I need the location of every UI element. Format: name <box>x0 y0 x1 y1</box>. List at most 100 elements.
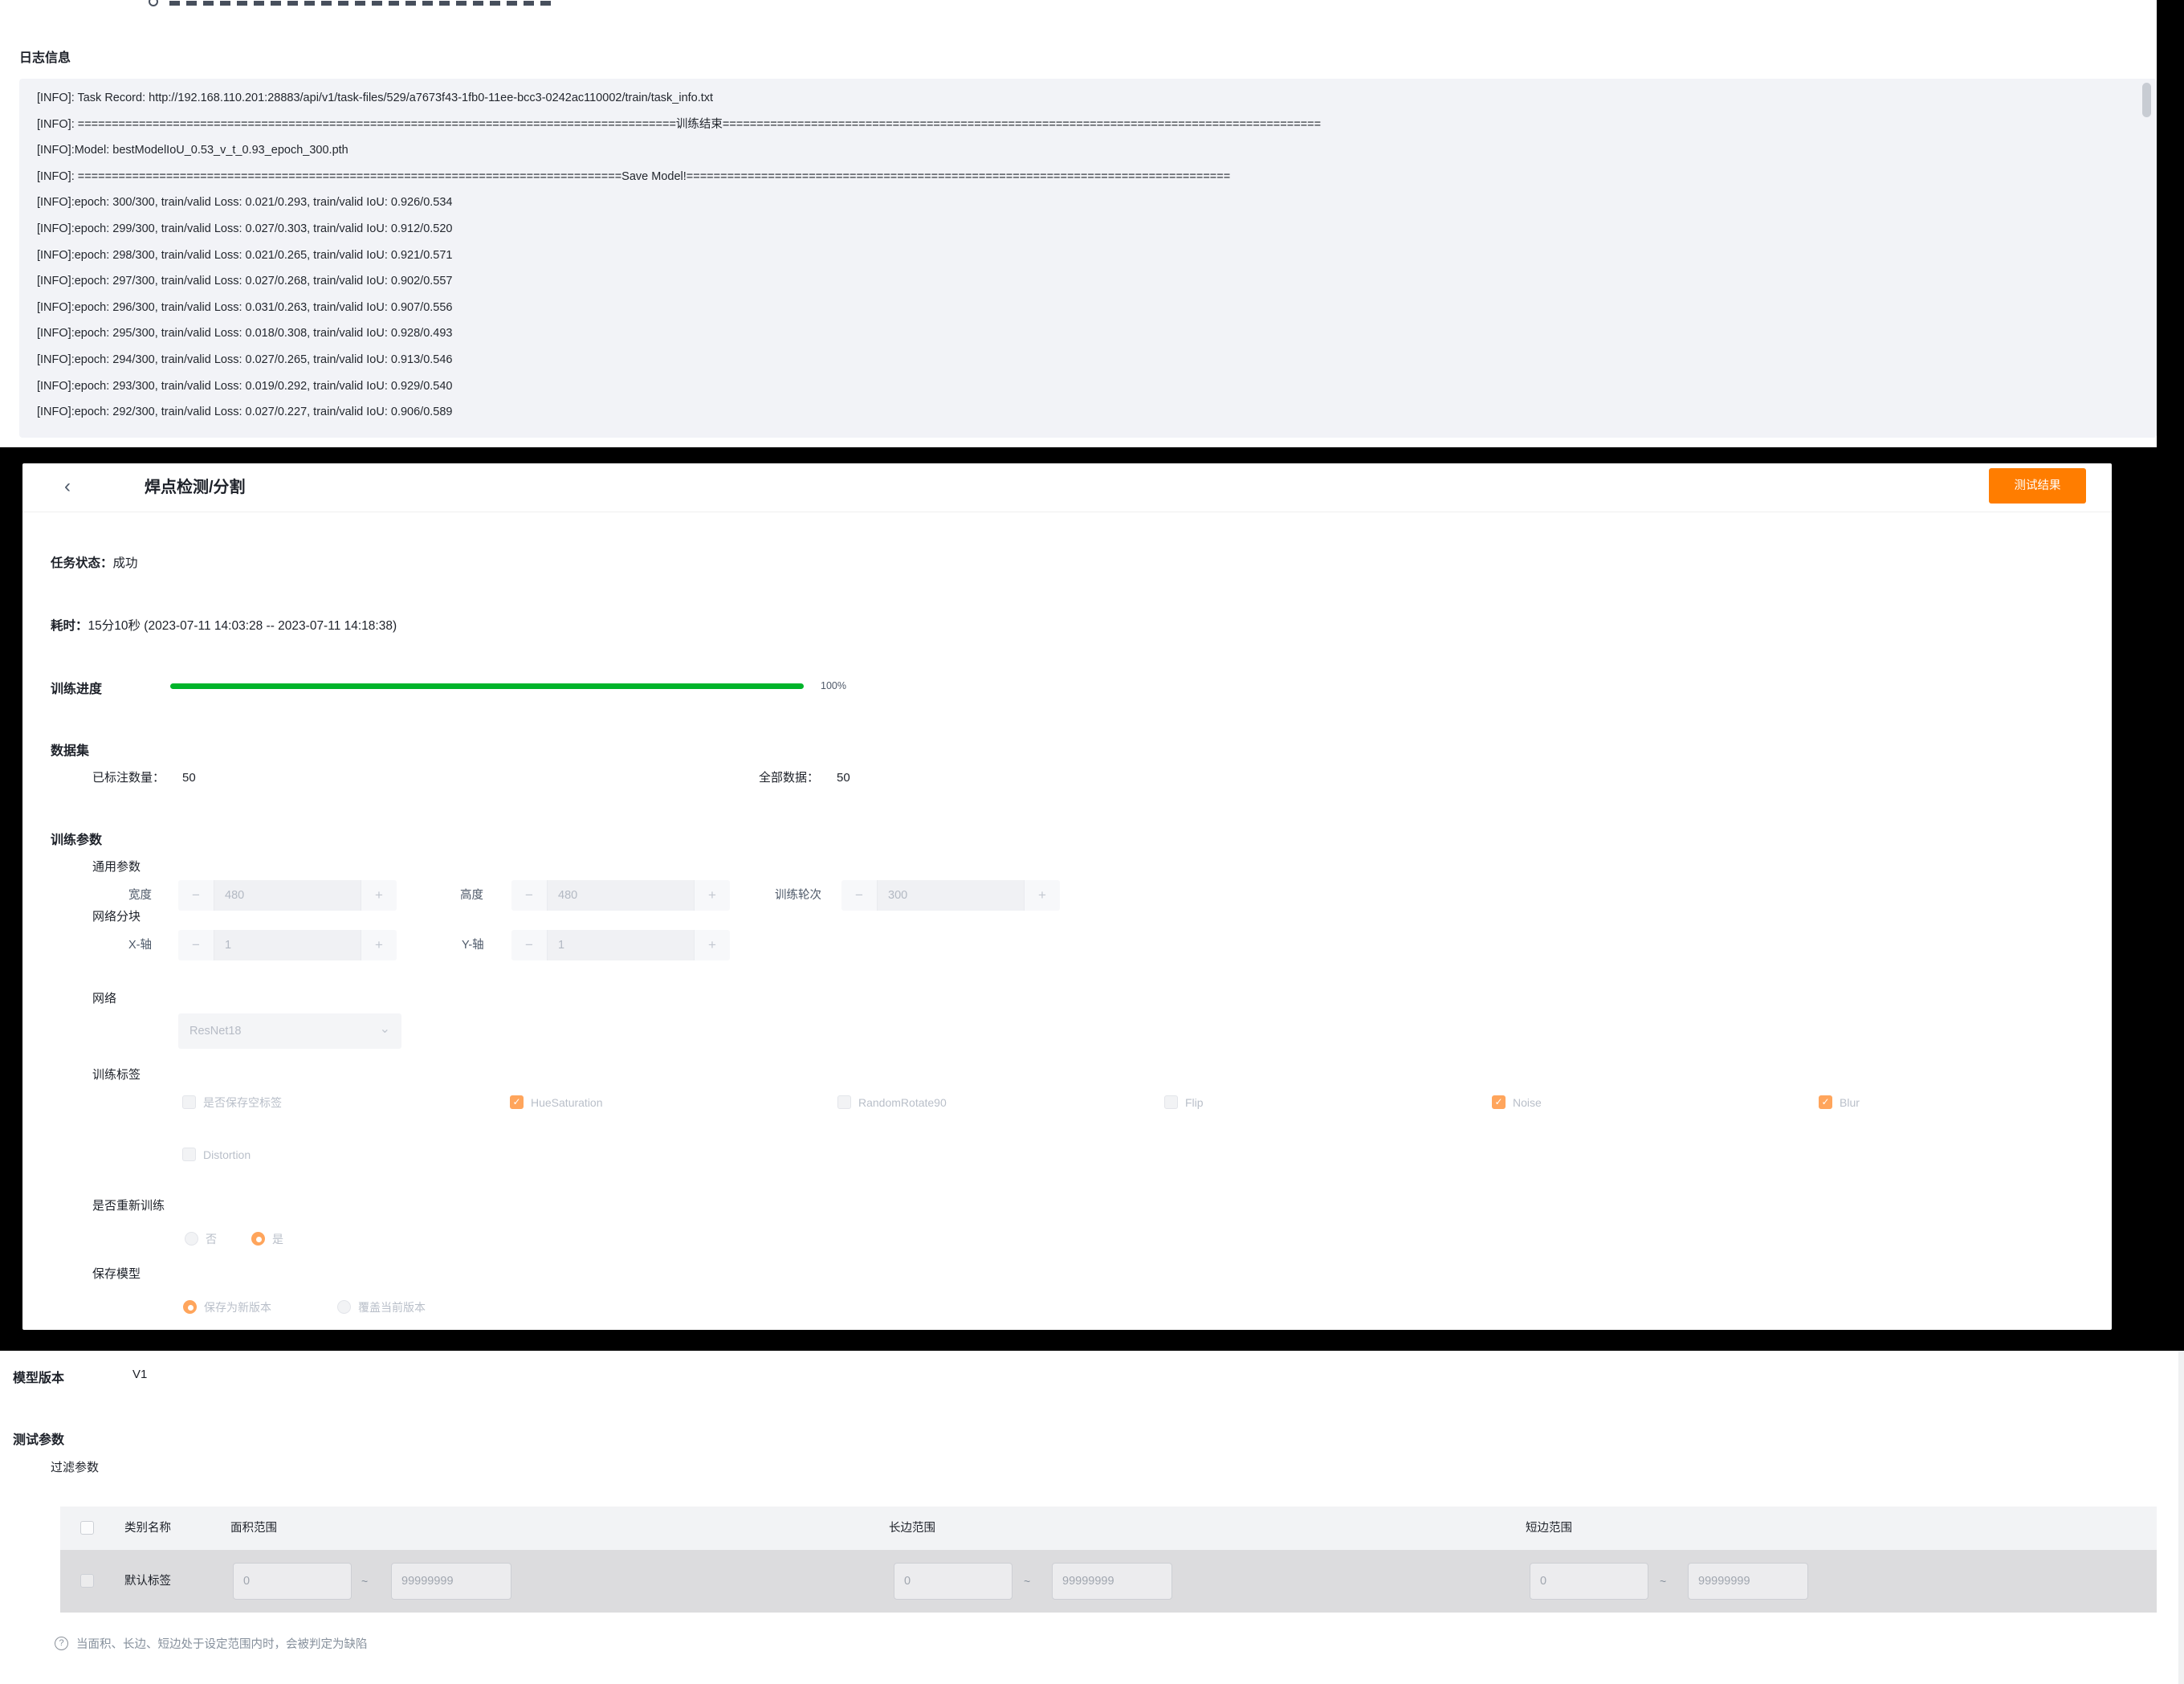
model-version-value: V1 <box>132 1368 148 1381</box>
network-select[interactable]: ResNet18 ⌄ <box>178 1013 401 1049</box>
task-status-label: 任务状态： <box>51 557 113 570</box>
long-side-max-input[interactable]: 99999999 <box>1052 1563 1172 1600</box>
radio-retrain-yes[interactable]: 是 <box>251 1232 283 1246</box>
short-side-max-input[interactable]: 99999999 <box>1688 1563 1808 1600</box>
minus-icon[interactable]: − <box>855 887 863 903</box>
checkbox-noise[interactable]: ✓ Noise <box>1492 1095 1542 1109</box>
log-line: [INFO]:epoch: 295/300, train/valid Loss:… <box>37 327 453 340</box>
checkbox-label: HueSaturation <box>531 1095 603 1109</box>
dataset-labeled-stat: 已标注数量： 50 <box>92 769 196 785</box>
checkbox-label: Noise <box>1513 1095 1542 1109</box>
epochs-stepper: − 300 + <box>841 880 1060 911</box>
plus-icon[interactable]: + <box>375 937 383 952</box>
labeled-count-value: 50 <box>182 771 196 785</box>
plus-icon[interactable]: + <box>708 937 716 952</box>
log-line: [INFO]:epoch: 299/300, train/valid Loss:… <box>37 222 453 235</box>
checkbox-checked-icon[interactable]: ✓ <box>510 1095 524 1109</box>
x-axis-field-label: X-轴 <box>128 939 152 952</box>
checkbox-checked-icon[interactable]: ✓ <box>1492 1095 1506 1109</box>
partition-params-title: 网络分块 <box>92 910 141 924</box>
log-line: [INFO]:epoch: 293/300, train/valid Loss:… <box>37 379 453 393</box>
y-axis-input[interactable]: 1 <box>547 930 695 960</box>
table-header-row: 类别名称 面积范围 长边范围 短边范围 <box>60 1507 2157 1550</box>
log-line: [INFO]:epoch: 292/300, train/valid Loss:… <box>37 406 453 419</box>
select-all-checkbox[interactable] <box>80 1521 94 1535</box>
checkbox-huesaturation[interactable]: ✓ HueSaturation <box>510 1095 603 1109</box>
test-results-button[interactable]: 测试结果 <box>1989 468 2086 504</box>
checkbox-blur[interactable]: ✓ Blur <box>1819 1095 1860 1109</box>
checkbox-label: Flip <box>1185 1095 1204 1109</box>
radio-label: 保存为新版本 <box>204 1300 271 1314</box>
width-stepper: − 480 + <box>178 880 397 911</box>
log-scrollbar-thumb[interactable] <box>2142 83 2151 117</box>
area-max-input[interactable]: 99999999 <box>391 1563 511 1600</box>
log-line: [INFO]:epoch: 298/300, train/valid Loss:… <box>37 248 453 262</box>
progress-percent: 100% <box>821 680 846 691</box>
range-tilde: ~ <box>1660 1575 1667 1588</box>
x-axis-input[interactable]: 1 <box>214 930 361 960</box>
checkbox-icon[interactable] <box>182 1095 196 1109</box>
radio-icon[interactable] <box>185 1232 198 1246</box>
checkbox-flip[interactable]: Flip <box>1164 1095 1204 1109</box>
checkbox-checked-icon[interactable]: ✓ <box>1819 1095 1832 1109</box>
help-icon: ? <box>55 1637 68 1650</box>
log-section-title: 日志信息 <box>19 51 71 65</box>
checkbox-save-empty-label[interactable]: 是否保存空标签 <box>182 1095 282 1109</box>
radio-label: 覆盖当前版本 <box>358 1300 426 1314</box>
radio-icon[interactable] <box>337 1300 351 1314</box>
back-button[interactable]: ‹ <box>64 475 71 497</box>
test-params-title: 测试参数 <box>13 1433 65 1447</box>
area-min-input[interactable]: 0 <box>233 1563 352 1600</box>
duration-value: 15分10秒 (2023-07-11 14:03:28 -- 2023-07-1… <box>88 619 397 633</box>
progress-label: 训练进度 <box>51 683 103 696</box>
log-lines: [INFO]: Task Record: http://192.168.110.… <box>19 79 2157 426</box>
page-scrollbar[interactable] <box>2178 1351 2184 1684</box>
dataset-title: 数据集 <box>51 744 90 758</box>
x-axis-stepper: − 1 + <box>178 930 397 960</box>
checkbox-icon[interactable] <box>182 1148 196 1161</box>
general-params-title: 通用参数 <box>92 860 141 874</box>
minus-icon[interactable]: − <box>525 887 533 903</box>
task-title: 焊点检测/分割 <box>145 479 246 496</box>
width-input[interactable]: 480 <box>214 880 361 911</box>
filter-params-title: 过滤参数 <box>51 1461 100 1474</box>
column-header-area: 面积范围 <box>230 1522 277 1535</box>
checkbox-distortion[interactable]: Distortion <box>182 1148 251 1161</box>
test-params-section: 模型版本 V1 测试参数 过滤参数 类别名称 面积范围 长边范围 短边范围 默认… <box>0 1351 2178 1684</box>
log-line: [INFO]:epoch: 296/300, train/valid Loss:… <box>37 300 453 314</box>
checkbox-icon[interactable] <box>1164 1095 1178 1109</box>
checkbox-randomrotate90[interactable]: RandomRotate90 <box>837 1095 947 1109</box>
retrain-title: 是否重新训练 <box>92 1199 165 1213</box>
progress-bar <box>170 683 804 689</box>
short-side-min-input[interactable]: 0 <box>1530 1563 1648 1600</box>
checkbox-icon[interactable] <box>837 1095 851 1109</box>
radio-selected-icon[interactable] <box>251 1232 265 1246</box>
task-status-value: 成功 <box>112 557 138 570</box>
radio-save-new-version[interactable]: 保存为新版本 <box>183 1300 271 1314</box>
minus-icon[interactable]: − <box>192 937 200 952</box>
checkbox-label: Blur <box>1840 1095 1860 1109</box>
minus-icon[interactable]: − <box>192 887 200 903</box>
total-count-label: 全部数据： <box>759 771 820 785</box>
long-side-min-input[interactable]: 0 <box>894 1563 1013 1600</box>
plus-icon[interactable]: + <box>708 887 716 903</box>
radio-selected-icon[interactable] <box>183 1300 197 1314</box>
clipped-text-row <box>147 0 564 7</box>
log-line: [INFO]: ================================… <box>37 117 1322 131</box>
duration-row: 耗时：15分10秒 (2023-07-11 14:03:28 -- 2023-0… <box>51 616 397 634</box>
checkbox-label: Distortion <box>203 1148 251 1161</box>
plus-icon[interactable]: + <box>1038 887 1046 903</box>
epochs-input[interactable]: 300 <box>877 880 1025 911</box>
model-version-label: 模型版本 <box>13 1372 65 1385</box>
row-checkbox[interactable] <box>80 1574 94 1588</box>
radio-retrain-no[interactable]: 否 <box>185 1232 217 1246</box>
log-output[interactable]: [INFO]: Task Record: http://192.168.110.… <box>19 79 2157 438</box>
height-input[interactable]: 480 <box>547 880 695 911</box>
minus-icon[interactable]: − <box>525 937 533 952</box>
plus-icon[interactable]: + <box>375 887 383 903</box>
width-field-label: 宽度 <box>128 889 152 902</box>
radio-overwrite-version[interactable]: 覆盖当前版本 <box>337 1300 426 1314</box>
total-count-value: 50 <box>837 771 850 785</box>
filter-params-table: 类别名称 面积范围 长边范围 短边范围 默认标签 0 ~ 99999999 0 … <box>60 1507 2157 1613</box>
